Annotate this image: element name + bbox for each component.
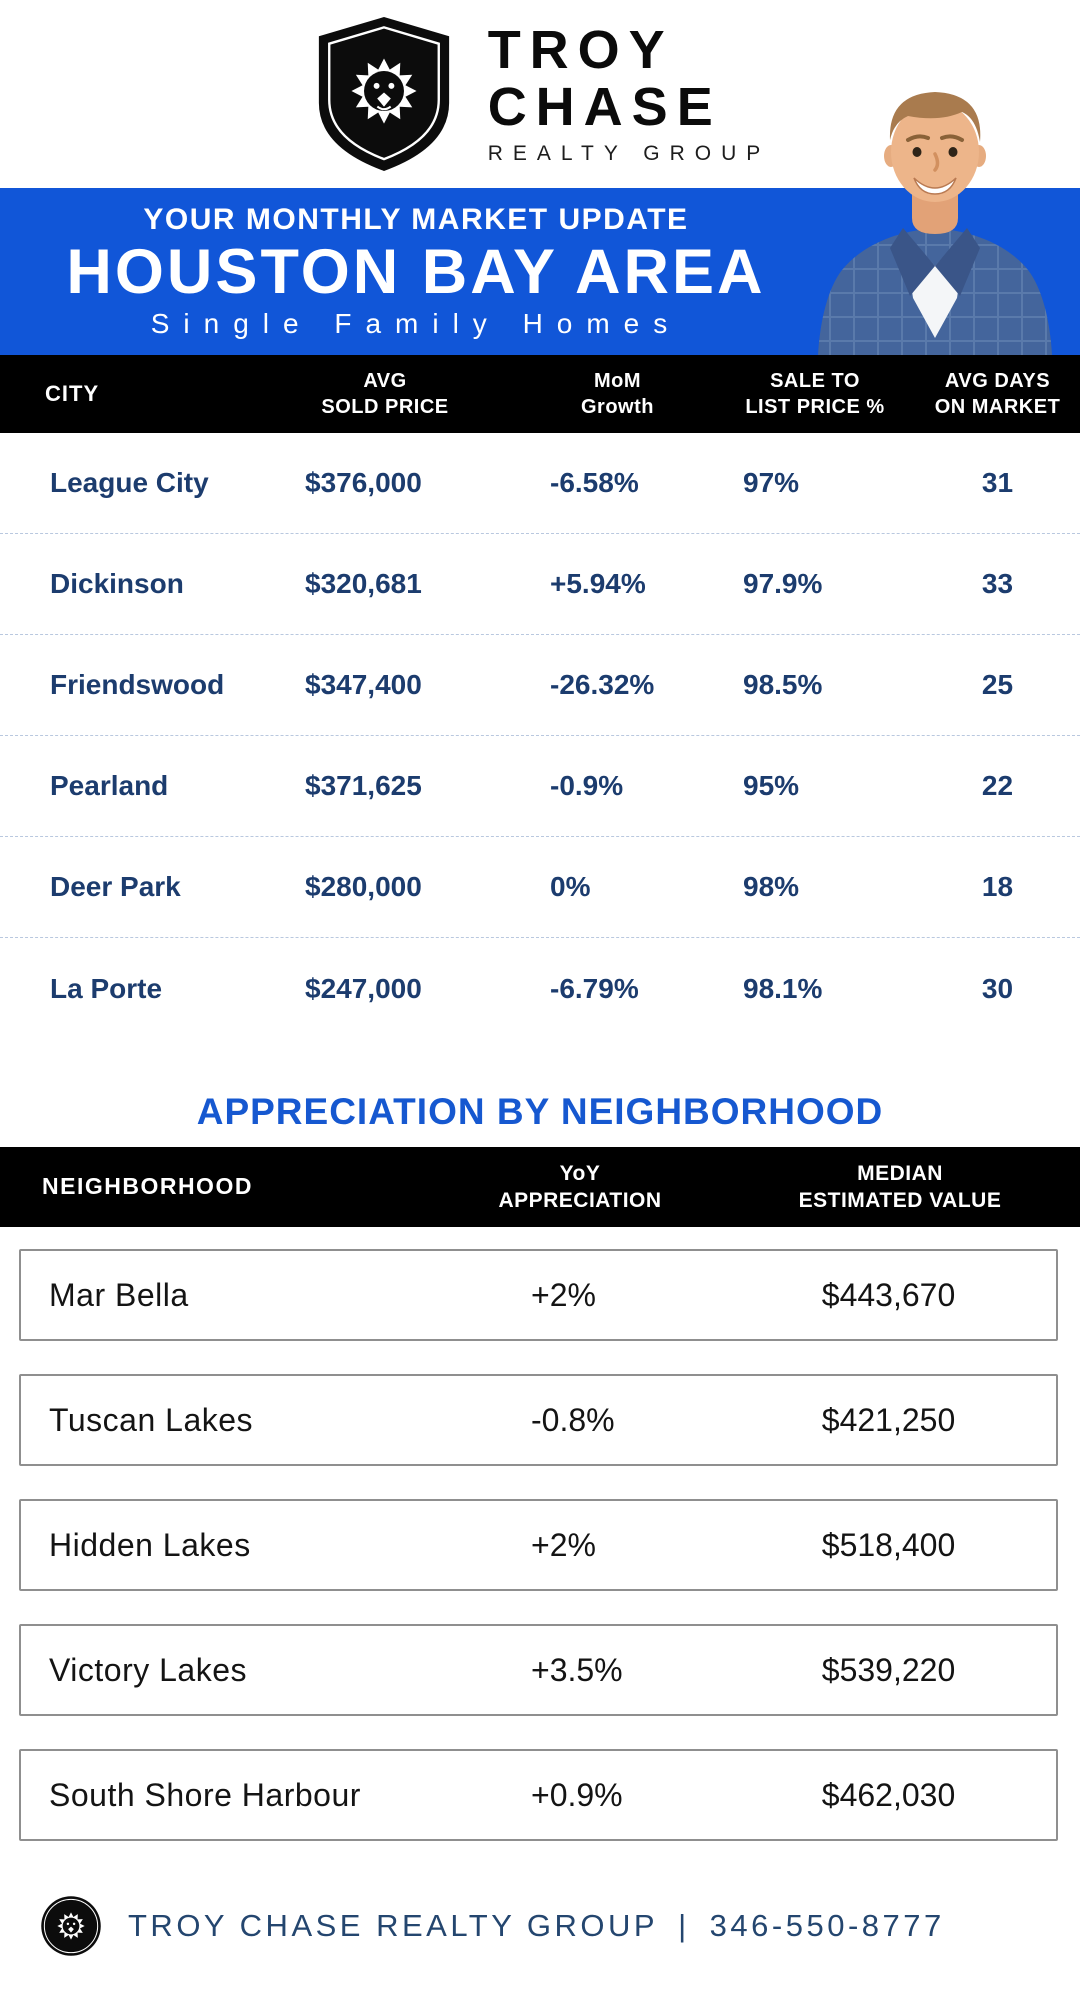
footer-brand: TROY CHASE REALTY GROUP (128, 1908, 659, 1943)
yoy-value: +2% (531, 1526, 596, 1563)
price-cell: $376,000 (305, 467, 422, 498)
city-cell: Friendswood (50, 669, 225, 700)
median-value: $462,030 (821, 1776, 956, 1813)
median-value: $443,670 (821, 1276, 956, 1313)
sale-cell: 98.1% (743, 972, 823, 1004)
city-cell: La Porte (50, 972, 163, 1004)
brand-header: TROY CHASE REALTY GROUP (0, 0, 1080, 188)
lion-badge-icon (40, 1895, 102, 1957)
banner-title: HOUSTON BAY AREA (66, 236, 766, 307)
price-cell: $371,625 (305, 770, 422, 801)
banner: YOUR MONTHLY MARKET UPDATE HOUSTON BAY A… (0, 92, 1080, 355)
neighborhood-rows: Mar Bella +2% $443,670 Tuscan Lakes -0.8… (19, 1249, 1058, 1841)
mom-cell: +5.94% (550, 568, 646, 599)
brand-name-line1: TROY (487, 20, 674, 81)
mom-cell: -6.58% (550, 467, 639, 498)
table-row: Deer Park $280,000 0% 98% 18 (0, 837, 1080, 938)
sale-cell: 97% (743, 467, 800, 498)
yoy-value: +0.9% (531, 1776, 623, 1813)
table-row: Pearland $371,625 -0.9% 95% 22 (0, 736, 1080, 837)
market-table-header: CITY AVG SOLD PRICE MoM Growth SALE TO L… (0, 355, 1080, 433)
mom-cell: -6.79% (550, 972, 639, 1004)
mom-cell: -0.9% (550, 770, 624, 801)
header-avg-sold-price: AVG SOLD PRICE (321, 370, 449, 418)
days-cell: 18 (981, 871, 1014, 902)
header-neighborhood: NEIGHBORHOOD (42, 1173, 253, 1200)
neighborhood-row: Victory Lakes +3.5% $539,220 (19, 1624, 1058, 1716)
median-value: $539,220 (821, 1651, 956, 1688)
median-value: $518,400 (821, 1526, 956, 1563)
price-cell: $247,000 (305, 972, 422, 1004)
neighborhood-name: Hidden Lakes (49, 1526, 251, 1563)
city-cell: League City (50, 467, 209, 498)
city-cell: Dickinson (50, 568, 184, 599)
brand-tagline: REALTY GROUP (487, 141, 771, 165)
neighborhood-table-header: NEIGHBORHOOD YoY APPRECIATION MEDIAN EST… (0, 1147, 1080, 1227)
neighborhood-name: South Shore Harbour (49, 1776, 361, 1813)
header-median: MEDIAN ESTIMATED VALUE (798, 1161, 1002, 1212)
banner-text: YOUR MONTHLY MARKET UPDATE HOUSTON BAY A… (0, 203, 790, 341)
mom-cell: -26.32% (550, 669, 655, 700)
footer-text: TROY CHASE REALTY GROUP | 346-550-8777 (128, 1908, 945, 1944)
neighborhood-row: Hidden Lakes +2% $518,400 (19, 1499, 1058, 1591)
agent-photo (790, 70, 1080, 355)
brand-name-line2: CHASE (487, 76, 722, 137)
banner-subtitle: Single Family Homes (150, 308, 682, 340)
table-row: La Porte $247,000 -6.79% 98.1% 30 (0, 938, 1080, 1039)
header-yoy: YoY APPRECIATION (498, 1161, 662, 1212)
city-cell: Deer Park (50, 871, 181, 902)
neighborhood-name: Mar Bella (49, 1276, 189, 1313)
table-row: Friendswood $347,400 -26.32% 98.5% 25 (0, 635, 1080, 736)
yoy-value: +2% (531, 1276, 596, 1313)
neighborhood-row: South Shore Harbour +0.9% $462,030 (19, 1749, 1058, 1841)
neighborhood-name: Tuscan Lakes (49, 1401, 254, 1438)
sale-cell: 98% (743, 871, 800, 902)
days-cell: 31 (981, 467, 1014, 498)
brand-wordmark: TROY CHASE REALTY GROUP (488, 22, 771, 165)
header-avg-days: AVG DAYS ON MARKET (934, 370, 1061, 418)
sale-cell: 98.5% (743, 669, 823, 700)
price-cell: $347,400 (305, 669, 422, 700)
sale-cell: 95% (743, 770, 800, 801)
market-table: CITY AVG SOLD PRICE MoM Growth SALE TO L… (0, 355, 1080, 1039)
price-cell: $320,681 (305, 568, 422, 599)
footer-separator: | (678, 1908, 690, 1943)
neighborhood-name: Victory Lakes (49, 1651, 247, 1688)
yoy-value: -0.8% (531, 1401, 615, 1438)
table-row: Dickinson $320,681 +5.94% 97.9% 33 (0, 534, 1080, 635)
neighborhood-row: Mar Bella +2% $443,670 (19, 1249, 1058, 1341)
median-value: $421,250 (821, 1401, 956, 1438)
footer: TROY CHASE REALTY GROUP | 346-550-8777 (40, 1895, 1080, 1957)
mom-cell: 0% (550, 871, 591, 902)
days-cell: 33 (981, 568, 1014, 599)
days-cell: 30 (981, 972, 1014, 1004)
city-cell: Pearland (50, 770, 169, 801)
banner-kicker: YOUR MONTHLY MARKET UPDATE (143, 202, 689, 236)
days-cell: 22 (981, 770, 1014, 801)
header-city: CITY (45, 380, 100, 406)
neighborhood-table: NEIGHBORHOOD YoY APPRECIATION MEDIAN EST… (0, 1147, 1080, 1841)
header-sale-to-list: SALE TO LIST PRICE % (745, 370, 885, 418)
footer-phone: 346-550-8777 (709, 1908, 945, 1943)
lion-shield-icon (318, 17, 449, 171)
neighborhood-row: Tuscan Lakes -0.8% $421,250 (19, 1374, 1058, 1466)
table-row: League City $376,000 -6.58% 97% 31 (0, 433, 1080, 534)
section-heading: APPRECIATION BY NEIGHBORHOOD (196, 1091, 884, 1132)
yoy-value: +3.5% (531, 1651, 623, 1688)
price-cell: $280,000 (305, 871, 422, 902)
days-cell: 25 (981, 669, 1014, 700)
sale-cell: 97.9% (743, 568, 823, 599)
header-mom-growth: MoM Growth (581, 370, 654, 418)
